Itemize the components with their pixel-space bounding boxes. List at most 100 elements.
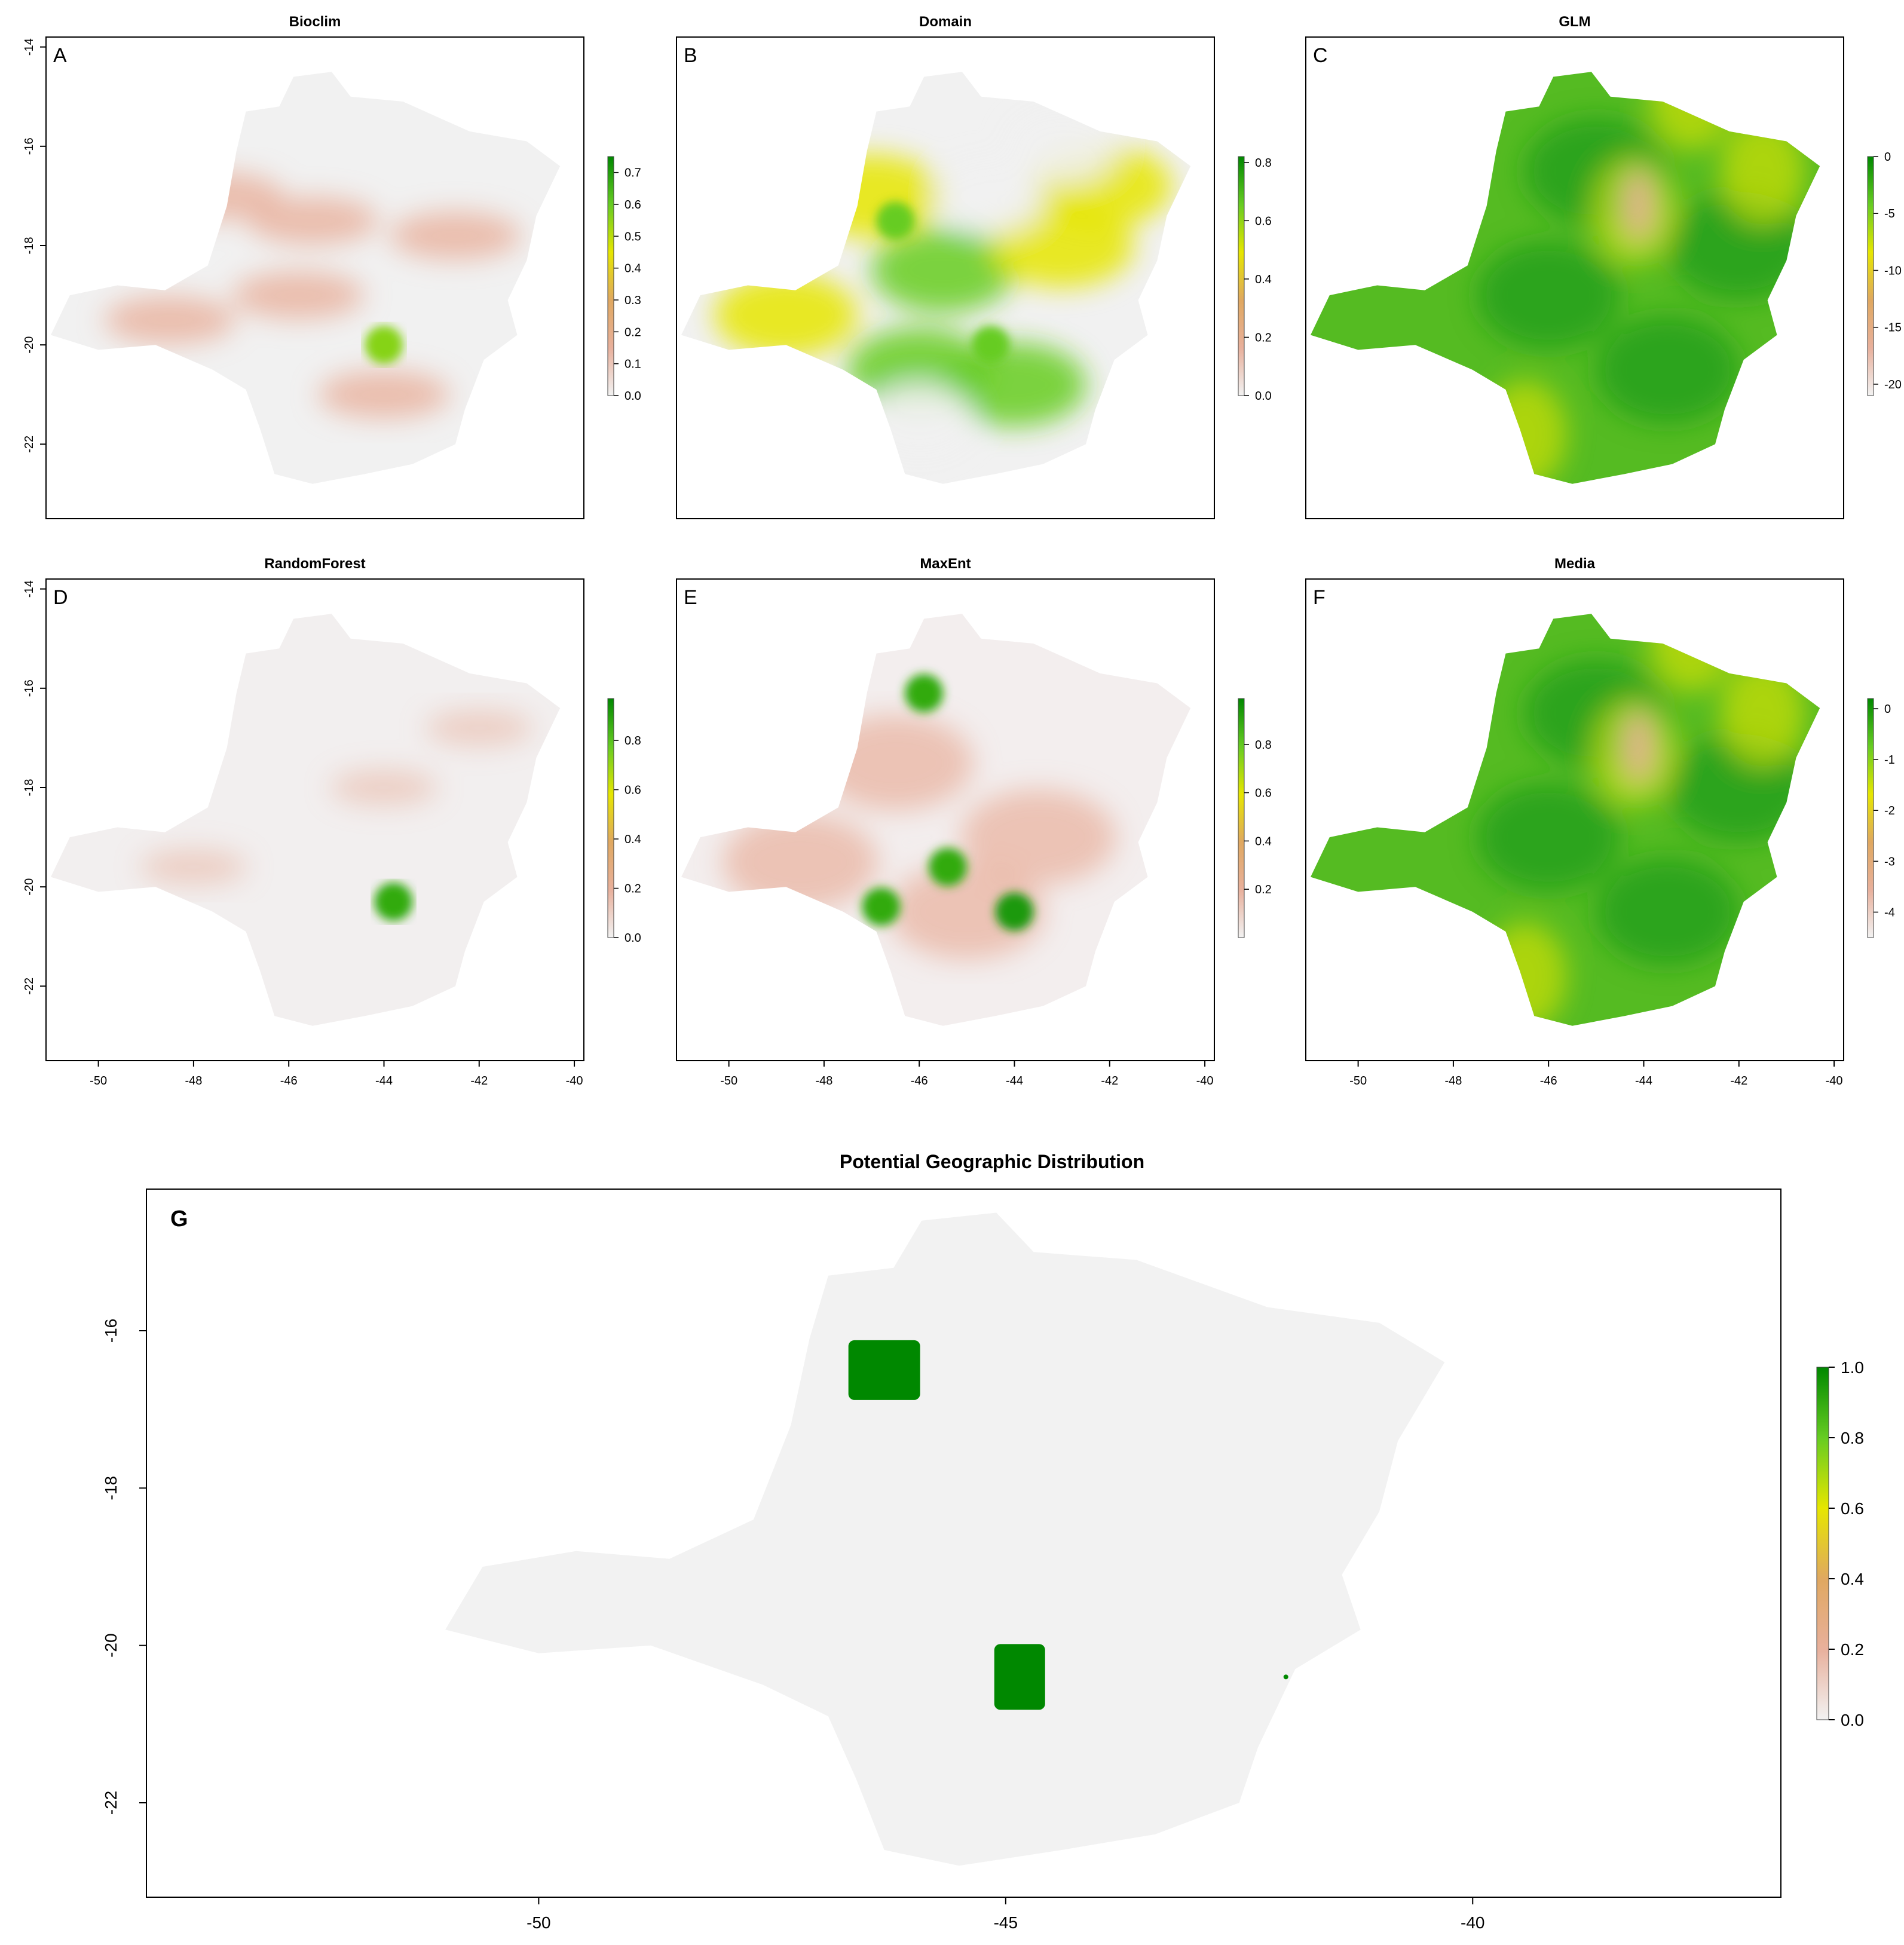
x-tick-label: -45 <box>994 1913 1018 1932</box>
legend-colorbar <box>1867 698 1874 938</box>
panel-title: Domain <box>919 14 972 30</box>
legend-tick-label: -5 <box>1884 207 1895 220</box>
legend-colorbar <box>1867 156 1874 396</box>
legend-tick-label: -20 <box>1884 378 1902 391</box>
y-tick-label: -16 <box>102 1319 120 1343</box>
hotspot <box>995 892 1034 931</box>
legend-colorbar <box>1816 1367 1829 1720</box>
main-map: Potential Geographic Distribution G -16 -18… <box>102 1151 1864 1932</box>
x-tick-label: -46 <box>280 1074 298 1088</box>
x-tick-label: -50 <box>1349 1074 1367 1088</box>
x-tick-label: -48 <box>185 1074 202 1088</box>
legend-tick-label: 0.6 <box>1255 787 1272 800</box>
map-region <box>445 1212 1445 1866</box>
x-tick-label: -50 <box>526 1913 550 1932</box>
panels-layer: BioclimA-14-16-18-20-220.70.60.50.40.30.… <box>23 14 1902 1088</box>
legend-tick-label: -10 <box>1884 264 1902 277</box>
hotspots <box>365 326 403 365</box>
legend-tick-label: 0.4 <box>625 833 641 846</box>
hotspots <box>862 674 1034 931</box>
legend-tick-label: 0.8 <box>1255 739 1272 752</box>
hotspot <box>862 887 901 926</box>
panel-letter: F <box>1313 586 1326 609</box>
y-tick-label: -22 <box>23 978 36 995</box>
x-tick-label: -48 <box>1444 1074 1462 1088</box>
panel-A: Bioclim A -14 -16 -18 -20 -22 0.7 0.6 0.5 0.4 0.3 0.… <box>23 14 641 519</box>
legend-tick-label: 0.2 <box>625 883 641 896</box>
hotspots <box>374 883 413 921</box>
legend-tick-label: 0.6 <box>1255 215 1272 228</box>
y-tick-label: -18 <box>23 237 36 255</box>
y-tick-label: -16 <box>23 679 36 697</box>
suitable-area <box>848 1340 920 1400</box>
panel-C: GLM C 0 -5 -10 -15 -20 <box>1305 14 1902 519</box>
panel-letter: E <box>684 586 697 609</box>
x-tick-label: -44 <box>375 1074 393 1088</box>
y-tick-label: -22 <box>102 1791 120 1815</box>
x-tick-label: -46 <box>911 1074 928 1088</box>
panel-title: Media <box>1554 556 1596 572</box>
legend-tick-label: -15 <box>1884 321 1902 335</box>
x-tick-label: -40 <box>1461 1913 1484 1932</box>
x-tick-label: -44 <box>1006 1074 1023 1088</box>
x-tick-label: -44 <box>1635 1074 1652 1088</box>
panel-title: Bioclim <box>289 14 341 30</box>
x-tick-label: -42 <box>1101 1074 1118 1088</box>
x-tick-label: -40 <box>1826 1074 1843 1088</box>
panel-title: RandomForest <box>264 556 365 572</box>
legend-colorbar <box>607 698 614 938</box>
x-tick-label: -48 <box>815 1074 832 1088</box>
legend-colorbar <box>1238 156 1245 396</box>
y-tick-label: -22 <box>23 436 36 453</box>
x-tick-label: -46 <box>1540 1074 1557 1088</box>
x-tick-label: -40 <box>566 1074 583 1088</box>
hotspot <box>905 674 944 713</box>
y-tick-label: -20 <box>23 336 36 354</box>
legend-tick-label: 0.2 <box>1255 331 1272 344</box>
suitable-area <box>994 1644 1045 1710</box>
panel-letter: B <box>684 44 697 67</box>
y-tick-label: -18 <box>102 1476 120 1500</box>
y-tick-label: -16 <box>23 137 36 155</box>
legend-tick-label: 0.1 <box>625 358 641 371</box>
legend-tick-label: 0.2 <box>625 326 641 339</box>
panel-title: MaxEnt <box>920 556 971 572</box>
legend-tick-label: 0.4 <box>625 262 641 275</box>
legend-tick-label: 0.4 <box>1255 835 1272 848</box>
legend-tick-label: 0.8 <box>1255 157 1272 170</box>
x-tick-label: -42 <box>1730 1074 1747 1088</box>
y-tick-label: -14 <box>23 580 36 598</box>
main-title: Potential Geographic Distribution <box>840 1151 1144 1172</box>
legend-tick-label: 0.0 <box>1255 390 1272 403</box>
suitable-area <box>1283 1674 1288 1680</box>
x-tick-label: -50 <box>720 1074 737 1088</box>
legend-tick-label: -1 <box>1884 754 1895 767</box>
legend-tick-label: 0.2 <box>1841 1640 1864 1659</box>
panel-title: GLM <box>1559 14 1590 30</box>
legend-tick-label: 0.8 <box>625 734 641 748</box>
panel-B: Domain B 0.8 0.6 0.4 0.2 0.0 <box>676 14 1272 519</box>
panel-D: RandomForest D -14 -16 -18 -20 -22 -50 -48 -46 -44… <box>23 556 641 1088</box>
legend-tick-label: 0.6 <box>625 198 641 212</box>
legend-tick-label: 0.2 <box>1255 883 1272 896</box>
legend-tick-label: 0.0 <box>1841 1711 1864 1729</box>
legend-tick-label: 0.8 <box>1841 1429 1864 1447</box>
legend-tick-label: 0.6 <box>625 784 641 797</box>
y-tick-label: -20 <box>102 1633 120 1657</box>
hotspots <box>876 201 1010 365</box>
y-tick-label: -18 <box>23 779 36 797</box>
legend-tick-label: 0.4 <box>1841 1570 1864 1588</box>
legend-tick-label: -2 <box>1884 804 1895 817</box>
legend-colorbar <box>1238 698 1245 938</box>
legend-tick-label: 0.6 <box>1841 1499 1864 1518</box>
legend-tick-label: 0.3 <box>625 294 641 307</box>
panel-letter: D <box>53 586 68 609</box>
legend-tick-label: 0.0 <box>625 390 641 403</box>
panel-letter: C <box>1313 44 1328 67</box>
legend-tick-label: 0.5 <box>625 230 641 243</box>
legend-colorbar <box>607 156 614 396</box>
legend-tick-label: 0 <box>1884 151 1891 164</box>
legend-tick-label: 0.7 <box>625 167 641 180</box>
panel-letter: A <box>53 44 67 67</box>
